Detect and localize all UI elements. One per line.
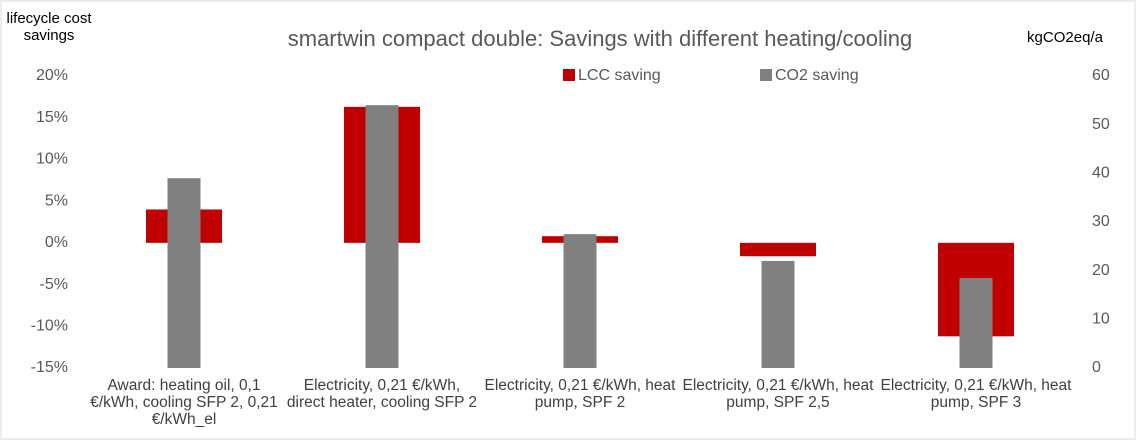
y-tick-label: 20% <box>36 67 68 84</box>
x-tick-label: Electricity, 0,21 €/kWh, heat pump, SPF … <box>682 377 874 411</box>
y2-tick-label: 10 <box>1092 311 1110 328</box>
y-axis-label: lifecycle cost savings <box>6 10 92 44</box>
bar <box>761 260 795 368</box>
y2-tick-label: 30 <box>1092 213 1110 230</box>
y2-tick-label: 50 <box>1092 116 1110 133</box>
bar <box>167 178 201 368</box>
legend-swatch <box>563 69 575 81</box>
legend-label: CO2 saving <box>775 67 859 84</box>
x-tick-label: Electricity, 0,21 €/kWh, direct heater, … <box>286 377 478 411</box>
y-tick-label: 15% <box>36 109 68 126</box>
bar <box>563 234 597 368</box>
bar <box>959 277 993 368</box>
y2-tick-label: 40 <box>1092 165 1110 182</box>
x-tick-label: Award: heating oil, 0,1 €/kWh, cooling S… <box>90 377 278 428</box>
y-tick-label: -10% <box>31 318 68 335</box>
legend-swatch <box>760 69 772 81</box>
y2-tick-label: 20 <box>1092 262 1110 279</box>
y-tick-label: 10% <box>36 151 68 168</box>
x-tick-label: Electricity, 0,21 €/kWh, heat pump, SPF … <box>484 377 676 411</box>
y-tick-label: 0% <box>45 234 68 251</box>
legend-label: LCC saving <box>578 67 661 84</box>
y2-tick-label: 60 <box>1092 67 1110 84</box>
y-tick-label: -15% <box>31 359 68 376</box>
bar <box>365 105 399 368</box>
y-tick-label: 5% <box>45 192 68 209</box>
y2-axis-label: kgCO2eq/a <box>1027 29 1104 46</box>
x-tick-label: Electricity, 0,21 €/kWh, heat pump, SPF … <box>880 377 1072 411</box>
y2-tick-label: 0 <box>1092 359 1101 376</box>
bar <box>740 242 816 257</box>
chart-title: smartwin compact double: Savings with di… <box>288 26 913 51</box>
y-tick-label: -5% <box>40 276 68 293</box>
